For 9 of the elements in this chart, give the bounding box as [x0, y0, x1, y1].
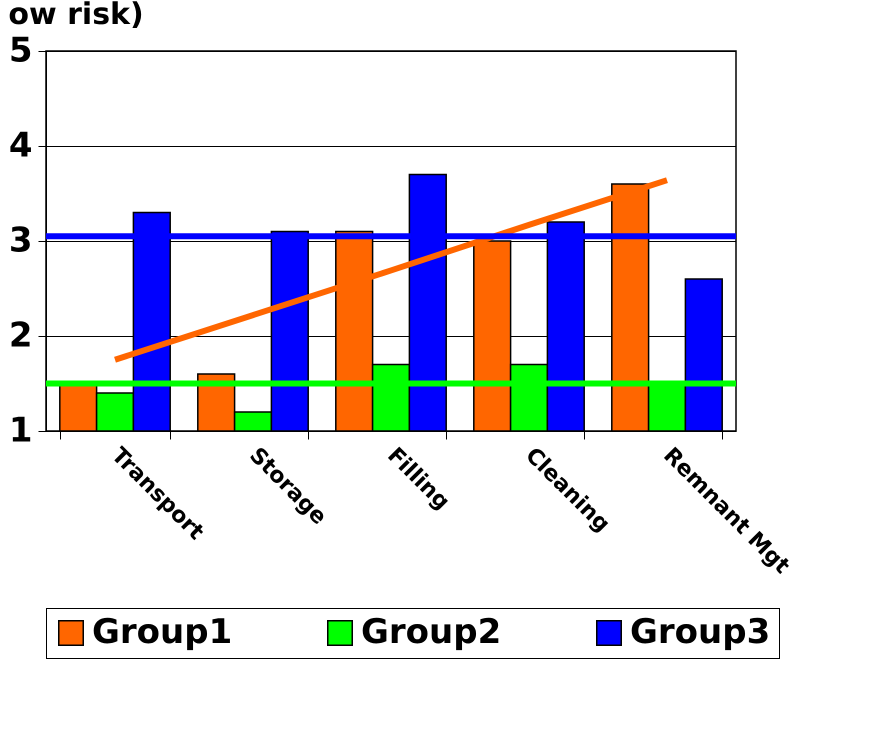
legend-label: Group2	[361, 612, 502, 652]
y-tick-label: 3	[8, 220, 32, 260]
y-tick-label: 2	[8, 316, 32, 356]
legend-label: Group1	[92, 612, 232, 652]
chart-title: ow risk)	[8, 0, 144, 32]
y-tick-label: 4	[8, 126, 32, 166]
y-tick-label: 5	[8, 30, 32, 70]
y-tick-label: 1	[8, 410, 32, 450]
legend-label: Group3	[630, 612, 770, 652]
